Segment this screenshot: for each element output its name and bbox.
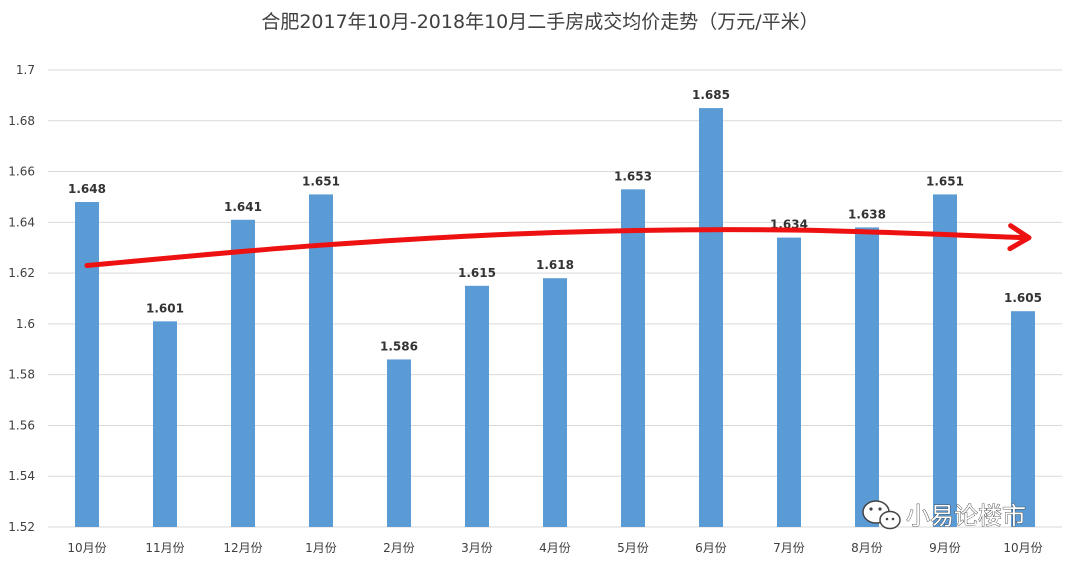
watermark: 小易论楼市 [862, 500, 1026, 530]
data-labels: 1.648 1.601 1.641 1.651 1.586 1.615 1.618 1.653… [68, 88, 1042, 353]
x-tick-label: 11月份 [145, 541, 184, 555]
bar [777, 237, 801, 528]
x-tick-label: 10月份 [1003, 541, 1042, 555]
trend-arrowhead [1007, 223, 1032, 252]
x-tick-label: 4月份 [539, 541, 571, 555]
bar [933, 194, 957, 527]
bar [387, 359, 411, 527]
bar [543, 278, 567, 527]
data-label: 1.638 [848, 207, 886, 221]
x-tick-label: 9月份 [929, 541, 961, 555]
y-tick-label: 1.7 [16, 63, 35, 77]
y-tick-label: 1.6 [16, 317, 35, 331]
bar [855, 227, 879, 527]
y-axis-ticks: 1.52 1.54 1.56 1.58 1.6 1.62 1.64 1.66 1.68 1.7 [8, 63, 35, 534]
y-tick-label: 1.66 [8, 165, 35, 179]
x-tick-label: 12月份 [223, 541, 262, 555]
data-label: 1.648 [68, 182, 106, 196]
x-tick-label: 8月份 [851, 541, 883, 555]
trend-curve [84, 227, 1026, 268]
trend-arrow [84, 223, 1032, 268]
bar [153, 321, 177, 527]
x-tick-label: 2月份 [383, 541, 415, 555]
data-label: 1.601 [146, 301, 184, 315]
data-label: 1.618 [536, 258, 574, 272]
y-tick-label: 1.64 [8, 215, 35, 229]
data-label: 1.615 [458, 266, 496, 280]
wechat-icon [862, 500, 901, 530]
y-tick-label: 1.52 [8, 520, 35, 534]
data-label: 1.641 [224, 200, 262, 214]
bar [699, 108, 723, 527]
y-tick-label: 1.54 [8, 469, 35, 483]
x-tick-label: 6月份 [695, 541, 727, 555]
x-tick-label: 10月份 [67, 541, 106, 555]
bar [465, 285, 489, 527]
data-label: 1.605 [1004, 291, 1042, 305]
x-tick-label: 5月份 [617, 541, 649, 555]
y-tick-label: 1.68 [8, 114, 35, 128]
bar [231, 219, 255, 528]
data-label: 1.685 [692, 88, 730, 102]
data-label: 1.651 [926, 174, 964, 188]
y-tick-label: 1.62 [8, 266, 35, 280]
x-tick-label: 3月份 [461, 541, 493, 555]
data-label: 1.653 [614, 169, 652, 183]
bar [75, 202, 99, 527]
x-axis-labels: 10月份 11月份 12月份 1月份 2月份 3月份 4月份 5月份 6月份 7月份 8月份 9月份 1… [67, 541, 1042, 555]
data-label: 1.651 [302, 174, 340, 188]
chart-title: 合肥2017年10月-2018年10月二手房成交均价走势（万元/平米） [261, 11, 818, 33]
bar [621, 189, 645, 528]
data-label: 1.586 [380, 339, 418, 353]
watermark-text: 小易论楼市 [906, 502, 1026, 530]
bars [75, 108, 1035, 528]
x-tick-label: 7月份 [773, 541, 805, 555]
bar [1011, 311, 1035, 527]
y-tick-label: 1.56 [8, 418, 35, 432]
x-tick-label: 1月份 [305, 541, 337, 555]
y-tick-label: 1.58 [8, 368, 35, 382]
bar [309, 194, 333, 527]
